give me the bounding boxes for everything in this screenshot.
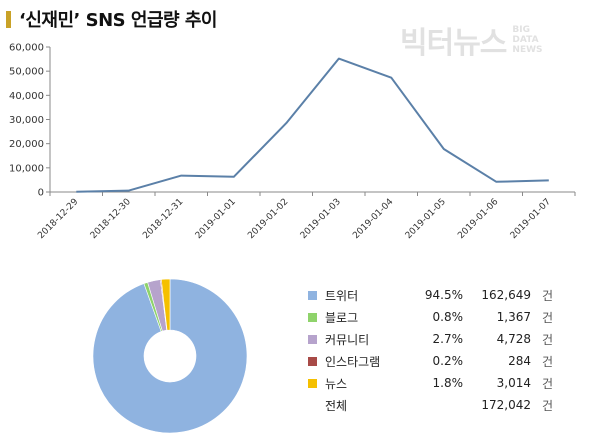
legend-total-count: 172,042 — [481, 398, 531, 412]
legend-swatch — [308, 290, 317, 300]
series-line — [76, 57, 549, 193]
line-chart: 010,00020,00030,00040,00050,00060,000201… — [9, 43, 576, 241]
legend-row-twitter: 트위터 94.5% 162,649 건 — [306, 284, 596, 306]
y-tick-label: 40,000 — [9, 91, 44, 102]
legend-count: 162,649 — [481, 288, 531, 302]
logo-sub-line-2: DATA — [512, 35, 539, 45]
legend-count: 1,367 — [496, 310, 531, 324]
logo-sub-line-1: BIG — [512, 25, 531, 35]
legend-swatch — [308, 312, 317, 322]
legend-swatch-blank — [308, 401, 317, 410]
pie-slice — [92, 278, 248, 434]
legend-unit: 건 — [541, 376, 553, 391]
legend-row-community: 커뮤니티 2.7% 4,728 건 — [306, 328, 596, 350]
legend-count: 3,014 — [496, 376, 531, 390]
y-tick-label: 20,000 — [9, 139, 44, 150]
legend-row-instagram: 인스타그램 0.2% 284 건 — [306, 350, 596, 372]
legend-unit: 건 — [541, 354, 553, 369]
legend-swatch — [308, 334, 317, 344]
legend-percent: 1.8% — [432, 376, 464, 390]
title-accent-bar — [6, 10, 11, 28]
legend-label: 블로그 — [325, 310, 359, 325]
logo-sub-text: BIG DATA NEWS — [512, 25, 542, 55]
legend-percent: 2.7% — [432, 332, 464, 346]
pie-legend: 트위터 94.5% 162,649 건 블로그 0.8% 1,367 건 커뮤니… — [306, 284, 596, 416]
y-tick-label: 60,000 — [9, 43, 44, 54]
legend-total-unit: 건 — [541, 398, 553, 413]
logo-sub-line-3: NEWS — [512, 45, 543, 55]
legend-unit: 건 — [541, 310, 553, 325]
pie-slice — [160, 278, 171, 331]
legend-row-total: 전체 172,042 건 — [306, 394, 596, 416]
watermark-logo: 빅터뉴스 BIG DATA NEWS — [400, 18, 543, 62]
logo-main-text: 빅터뉴스 — [400, 26, 507, 61]
y-tick-label: 30,000 — [9, 115, 44, 126]
legend-label: 뉴스 — [325, 376, 348, 391]
legend-row-blog: 블로그 0.8% 1,367 건 — [306, 306, 596, 328]
legend-row-news: 뉴스 1.8% 3,014 건 — [306, 372, 596, 394]
legend-swatch — [308, 356, 317, 366]
title-bar: ‘신재민’ SNS 언급량 추이 — [6, 6, 217, 32]
legend-percent: 94.5% — [424, 288, 463, 302]
legend-unit: 건 — [541, 332, 553, 347]
legend-swatch — [308, 378, 317, 388]
y-tick-label: 10,000 — [9, 163, 44, 174]
legend-unit: 건 — [541, 288, 553, 303]
page-title: ‘신재민’ SNS 언급량 추이 — [19, 10, 217, 31]
legend-label: 인스타그램 — [325, 354, 381, 369]
legend-total-label: 전체 — [325, 398, 348, 413]
legend-label: 커뮤니티 — [325, 332, 370, 347]
legend-percent: 0.8% — [432, 310, 464, 324]
legend-percent: 0.2% — [432, 354, 464, 368]
legend-count: 284 — [508, 354, 531, 368]
legend-count: 4,728 — [496, 332, 531, 346]
y-tick-label: 0 — [38, 188, 44, 199]
y-tick-label: 50,000 — [9, 67, 44, 78]
legend-label: 트위터 — [325, 288, 359, 303]
